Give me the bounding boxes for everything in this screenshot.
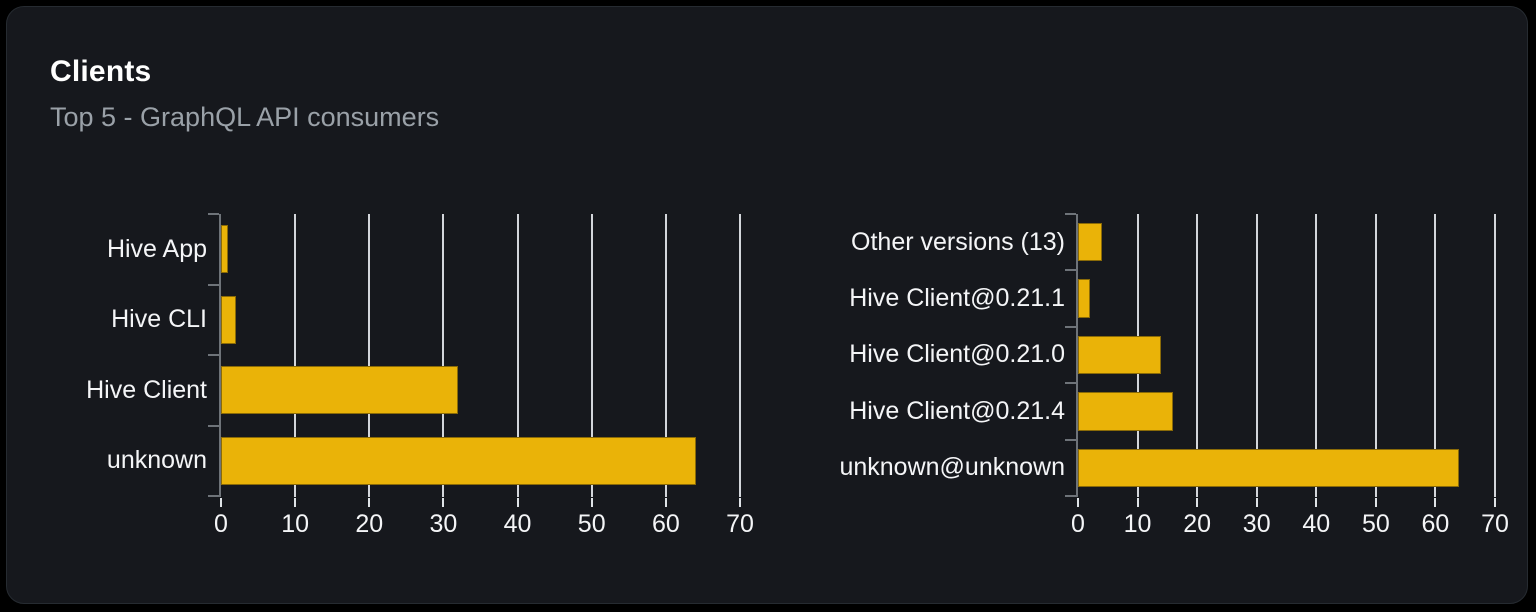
category-label: Hive Client@0.21.1: [849, 284, 1065, 313]
x-axis-tick: [1374, 498, 1377, 507]
bar[interactable]: [221, 295, 236, 344]
y-axis-tick: [1065, 269, 1076, 271]
gridline: [368, 214, 371, 497]
plot-area: 0 10 20 30 40 50 60 70: [208, 213, 754, 538]
clients-by-version-chart: Other versions (13) Hive Client@0.21.1 Hiv…: [805, 213, 1536, 544]
x-axis-tick: [294, 498, 297, 507]
clients-by-name-chart: Hive App Hive CLI Hive Client unknown 0 10 20 3…: [7, 213, 777, 544]
x-tick-label: 0: [1071, 510, 1085, 538]
bar[interactable]: [221, 436, 696, 485]
x-tick-label: 30: [1242, 510, 1271, 538]
x-axis-tick: [590, 498, 593, 507]
bar[interactable]: [221, 366, 459, 415]
y-axis-tick: [208, 425, 219, 427]
panel-subtitle: Top 5 - GraphQL API consumers: [50, 102, 440, 132]
bar[interactable]: [1078, 279, 1090, 318]
x-axis-tick: [1136, 498, 1139, 507]
x-axis-tick: [739, 498, 741, 507]
gridline: [1255, 214, 1258, 497]
x-tick-label: 60: [1421, 510, 1450, 538]
x-tick-label: 10: [1123, 510, 1152, 538]
x-axis-tick: [1255, 498, 1258, 507]
y-axis-tick: [1065, 326, 1076, 328]
gridline: [739, 214, 741, 497]
panel-title: Clients: [50, 55, 152, 88]
x-axis-tick: [516, 498, 519, 507]
x-axis-tick: [1434, 498, 1437, 507]
x-tick-label: 0: [214, 510, 228, 538]
x-axis-tick: [1315, 498, 1318, 507]
bar[interactable]: [1078, 392, 1174, 431]
category-label: unknown@unknown: [839, 453, 1065, 482]
x-tick-label: 40: [503, 510, 532, 538]
category-label: Hive CLI: [111, 305, 207, 334]
y-axis-tick: [1065, 213, 1076, 215]
y-axis-tick: [208, 213, 219, 215]
y-axis-tick: [1065, 382, 1076, 384]
gridline: [516, 214, 519, 497]
category-label: Hive Client@0.21.0: [849, 340, 1065, 369]
category-label: unknown: [106, 446, 207, 475]
x-tick-label: 70: [726, 510, 754, 538]
x-tick-label: 20: [355, 510, 384, 538]
x-tick-label: 30: [429, 510, 458, 538]
x-axis-tick: [368, 498, 371, 507]
y-axis-tick: [208, 354, 219, 356]
y-axis-tick: [1065, 439, 1076, 441]
gridline: [442, 214, 445, 497]
gridline: [664, 214, 667, 497]
x-axis-tick: [1494, 498, 1496, 507]
bar[interactable]: [1078, 223, 1102, 262]
category-label: Hive Client@0.21.4: [849, 396, 1065, 425]
gridline: [1434, 214, 1437, 497]
x-axis-tick: [220, 498, 222, 507]
x-tick-label: 60: [651, 510, 680, 538]
x-axis-tick: [1196, 498, 1199, 507]
y-axis-tick: [208, 284, 219, 286]
gridline: [1374, 214, 1377, 497]
x-tick-label: 50: [577, 510, 606, 538]
x-tick-label: 40: [1302, 510, 1331, 538]
gridline: [590, 214, 593, 497]
y-axis-tick: [1065, 495, 1076, 497]
bar[interactable]: [221, 225, 229, 274]
x-tick-label: 70: [1481, 510, 1509, 538]
gridline: [294, 214, 297, 497]
x-tick-label: 20: [1183, 510, 1212, 538]
y-axis-tick: [208, 495, 219, 497]
bar[interactable]: [1078, 335, 1162, 375]
clients-panel: Clients Top 5 - GraphQL API consumers Hi…: [6, 6, 1528, 604]
gridline: [1494, 214, 1496, 497]
plot-area: 0 10 20 30 40 50 60 70: [1065, 213, 1509, 538]
x-axis-tick: [664, 498, 667, 507]
y-axis-line: [219, 214, 221, 497]
category-label: Other versions (13): [851, 227, 1065, 256]
category-label: Hive Client: [86, 375, 207, 404]
bar[interactable]: [1078, 448, 1460, 487]
x-tick-label: 10: [281, 510, 310, 538]
x-axis-tick: [1077, 498, 1079, 507]
gridline: [1315, 214, 1318, 497]
x-tick-label: 50: [1361, 510, 1390, 538]
category-label: Hive App: [106, 234, 207, 263]
x-axis-tick: [442, 498, 445, 507]
gridline: [1196, 214, 1199, 497]
y-axis-line: [1076, 214, 1078, 497]
